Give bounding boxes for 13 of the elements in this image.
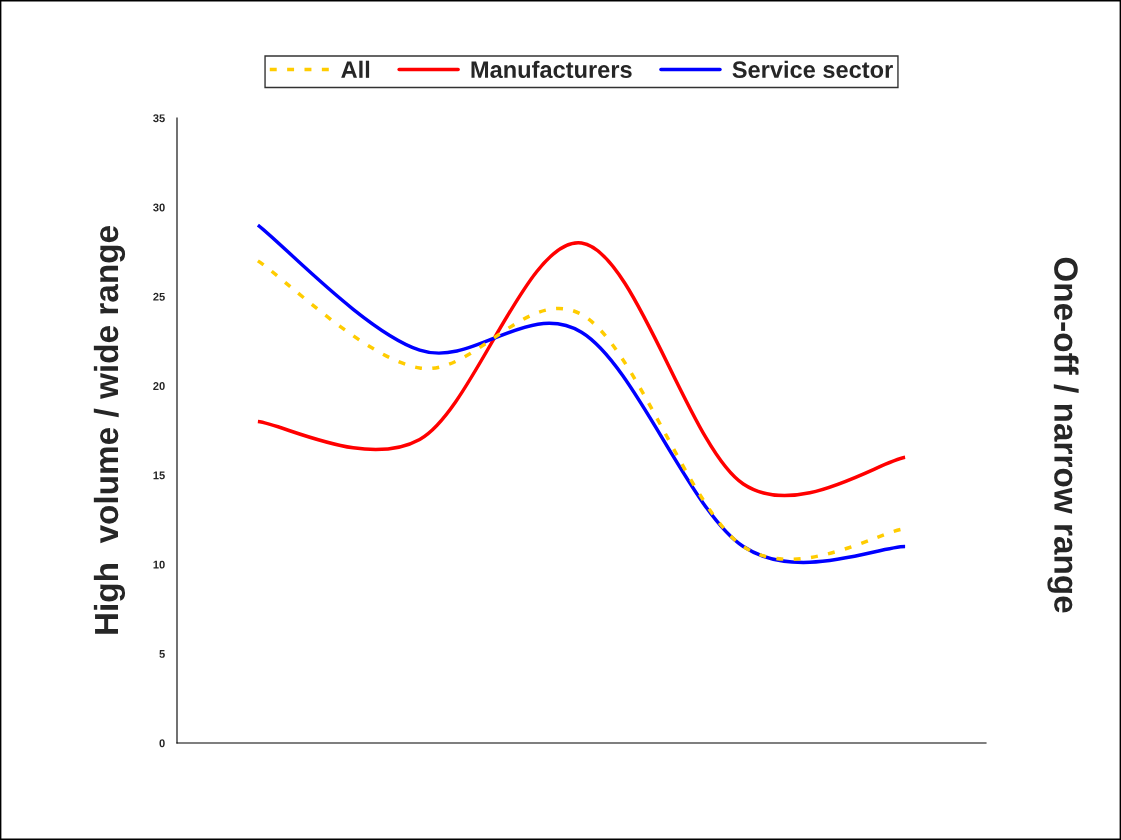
text: One-off / narrow range	[1047, 257, 1079, 613]
y-tick-label: 35	[153, 114, 165, 123]
y-tick-label: 10	[153, 560, 165, 569]
y-axis-title: High volume / wide range	[93, 226, 126, 634]
y-tick-label: 30	[153, 203, 165, 212]
y-tick-label: 15	[153, 471, 165, 480]
y-tick-label: 5	[159, 650, 165, 658]
legend-label: All	[341, 60, 370, 78]
y-tick-label: 25	[153, 292, 165, 301]
y-tick-label: 20	[153, 382, 165, 390]
legend-label: Service sector	[732, 60, 893, 79]
legend-label: Manufacturers	[471, 60, 632, 79]
y-tick-label: 0	[159, 739, 165, 748]
